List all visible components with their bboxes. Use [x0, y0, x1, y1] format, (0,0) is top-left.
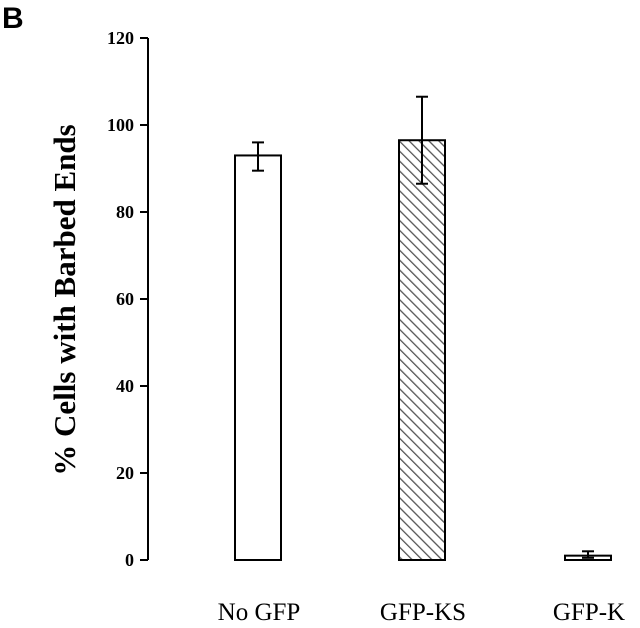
y-tick-label: 20 [116, 463, 134, 483]
y-axis-title: % Cells with Barbed Ends [47, 124, 82, 475]
bar-gfp-ks [398, 139, 446, 561]
y-tick-label: 0 [125, 550, 134, 570]
x-category-label: No GFP [218, 599, 301, 626]
y-tick-label: 80 [116, 202, 134, 222]
y-tick-label: 40 [116, 376, 134, 396]
bars [234, 139, 612, 562]
x-category-label: GFP-K [553, 599, 625, 626]
bar-no-gfp [234, 154, 282, 561]
y-tick-label: 100 [107, 115, 134, 135]
panel-label: B [2, 2, 24, 35]
category-labels: No GFP GFP-KS GFP-K [218, 599, 625, 626]
x-category-label: GFP-KS [380, 599, 466, 626]
y-tick-label: 60 [116, 289, 134, 309]
y-tick-label: 120 [107, 28, 134, 48]
error-bars [252, 95, 594, 559]
y-axis: 0 20 40 60 80 100 120 [107, 28, 149, 570]
